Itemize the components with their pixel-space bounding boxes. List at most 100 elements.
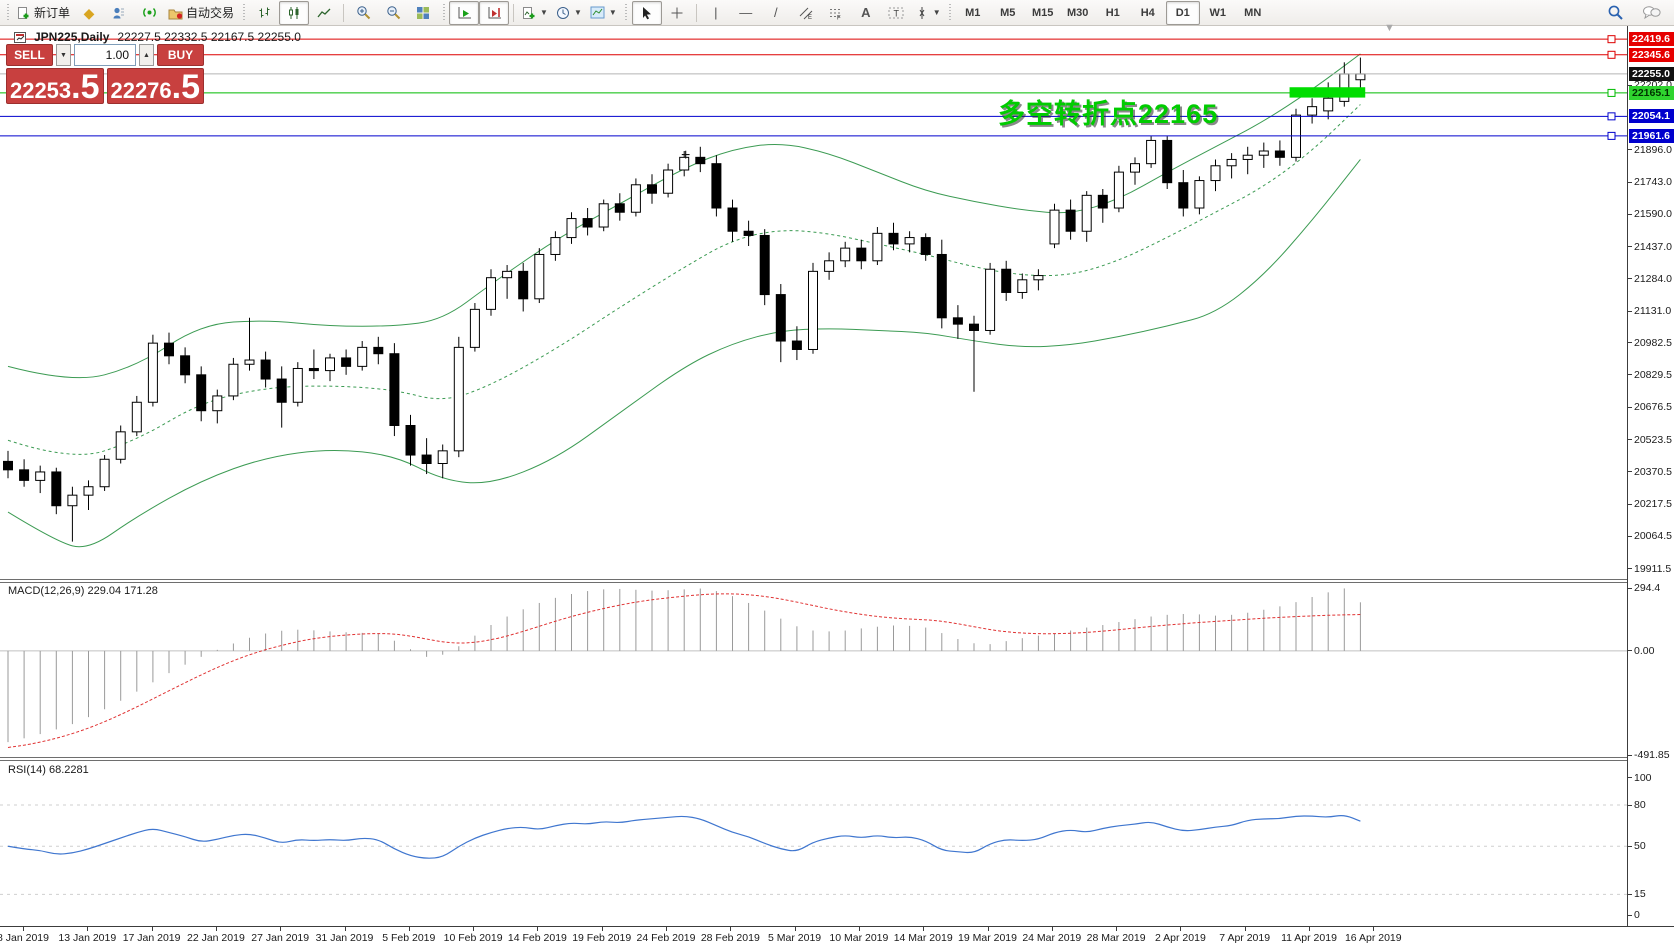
date-label: 27 Jan 2019 (251, 932, 310, 944)
toolbar-grip[interactable] (623, 3, 629, 22)
shapes-caret-icon: ▼ (932, 8, 941, 17)
volume-decrease-button[interactable]: ▼ (56, 44, 71, 66)
cursor-tool-button[interactable] (631, 0, 662, 25)
price-tick-mark (1628, 342, 1632, 344)
auto-trading-button[interactable]: 自动交易 (164, 1, 238, 25)
svg-text:F: F (837, 15, 841, 20)
triangle-down-marker[interactable]: ▼ (1384, 22, 1395, 34)
main-chart-pane[interactable] (0, 26, 1627, 579)
new-order-button[interactable]: 新订单 (13, 1, 74, 25)
search-button[interactable] (1600, 1, 1630, 25)
price-tick-label: 20676.5 (1634, 401, 1672, 414)
data-window-icon (112, 6, 126, 20)
price-tick-label: 21131.0 (1634, 305, 1672, 318)
sell-button[interactable]: SELL (6, 44, 53, 66)
timeframe-button-m30[interactable]: M30 (1067, 6, 1089, 19)
line-chart-button[interactable] (309, 1, 339, 25)
indicators-button[interactable]: ▼ (518, 1, 552, 25)
sell-price-button[interactable]: 22253 .5 (6, 68, 104, 104)
auto-scroll-icon (457, 6, 472, 20)
toolbar-grip[interactable] (441, 3, 447, 22)
buy-button[interactable]: BUY (157, 44, 204, 66)
bar-chart-button[interactable] (249, 1, 279, 25)
date-label: 11 Apr 2019 (1281, 932, 1337, 944)
timeframe-button-m5[interactable]: M5 (1000, 6, 1016, 19)
time-axis[interactable]: 8 Jan 2019 13 Jan 2019 17 Jan 2019 22 Jan 2… (0, 926, 1674, 947)
vertical-line-tool-button[interactable]: | (701, 1, 731, 25)
timeframe-button-w1[interactable]: W1 (1209, 6, 1226, 19)
macd-axis-label: 294.4 (1634, 582, 1661, 595)
volume-increase-button[interactable]: ▲ (139, 44, 154, 66)
timeframe-button-m1[interactable]: M1 (965, 6, 981, 19)
text-tool-button[interactable]: A (851, 1, 881, 25)
price-level-badge: 22255.0 (1629, 66, 1674, 81)
timeframe-button-m15[interactable]: M15 (1032, 6, 1054, 19)
timeframe-button-h4[interactable]: H4 (1140, 6, 1155, 19)
periods-button[interactable]: ▼ (552, 1, 586, 25)
timeframe-button-d1[interactable]: D1 (1165, 0, 1200, 25)
chart-ohlc-values: 22227.5 22332.5 22167.5 22255.0 (117, 30, 301, 44)
auto-scroll-button[interactable] (449, 0, 480, 25)
date-tick-mark (1180, 927, 1182, 931)
price-tick-label: 21284.0 (1634, 272, 1672, 285)
channel-icon: E (799, 6, 813, 20)
pane-separator[interactable] (0, 757, 1674, 761)
date-label: 13 Jan 2019 (58, 932, 117, 944)
price-tick-mark (1628, 374, 1632, 376)
shapes-tool-button[interactable]: ▼ (911, 1, 945, 25)
chat-button[interactable] (1636, 1, 1666, 25)
trendline-tool-button[interactable]: / (761, 1, 791, 25)
buy-price-frac: .5 (171, 68, 201, 107)
macd-pane[interactable] (0, 583, 1627, 757)
signal-button[interactable] (134, 1, 164, 25)
timeframe-button-h1[interactable]: H1 (1105, 6, 1120, 19)
date-label: 10 Mar 2019 (829, 932, 889, 944)
date-tick-mark (23, 927, 24, 931)
date-label: 17 Jan 2019 (122, 932, 181, 944)
toolbar-grip[interactable] (5, 3, 10, 22)
date-tick-mark (858, 927, 860, 931)
date-label: 16 Apr 2019 (1344, 932, 1402, 944)
templates-caret-icon: ▼ (608, 8, 617, 17)
timeframe-button-mn[interactable]: MN (1244, 6, 1262, 19)
zoom-in-icon (356, 5, 371, 20)
price-axis[interactable]: 22202.021896.021743.021590.021437.021284… (1627, 26, 1674, 927)
date-tick-mark (151, 927, 153, 931)
fibonacci-tool-button[interactable]: F (821, 1, 851, 25)
data-window-button[interactable] (104, 1, 134, 25)
macd-tick-mark (1628, 587, 1632, 589)
profiles-button[interactable]: ◆ (74, 1, 104, 25)
one-click-trading-panel: SELL ▼ 1.00 ▲ BUY 22253 .5 22276 .5 (6, 44, 204, 104)
crosshair-tool-button[interactable] (662, 1, 692, 25)
rsi-pane[interactable] (0, 761, 1627, 926)
toolbar-grip[interactable] (947, 3, 953, 22)
zoom-out-button[interactable] (378, 1, 408, 25)
plus-marker[interactable]: + (681, 147, 691, 164)
zoom-in-button[interactable] (348, 1, 378, 25)
channel-tool-button[interactable]: E (791, 1, 821, 25)
date-label: 5 Mar 2019 (768, 932, 822, 944)
rsi-indicator-label: RSI(14) 68.2281 (8, 764, 89, 776)
tile-windows-button[interactable] (408, 1, 438, 25)
volume-input[interactable]: 1.00 (74, 44, 136, 66)
macd-indicator-label: MACD(12,26,9) 229.04 171.28 (8, 585, 158, 597)
toolbar-grip[interactable] (241, 3, 247, 22)
chart-annotation-text[interactable]: 多空转折点22165 (998, 99, 1219, 129)
pane-separator[interactable] (0, 579, 1674, 583)
price-level-badge: 22165.1 (1629, 85, 1674, 100)
profiles-icon: ◆ (83, 4, 95, 21)
rsi-axis-label: 0 (1634, 909, 1640, 921)
price-tick-label: 20982.5 (1634, 336, 1672, 349)
horizontal-line-tool-button[interactable]: — (731, 1, 761, 25)
date-tick-mark (730, 927, 732, 931)
search-icon (1607, 4, 1624, 21)
date-tick-mark (280, 927, 282, 931)
price-tick-mark (1628, 246, 1632, 248)
candlestick-chart-button[interactable] (279, 0, 310, 25)
templates-button[interactable]: ▼ (586, 1, 621, 25)
date-label: 19 Feb 2019 (572, 932, 632, 944)
arrows-icon (915, 6, 929, 20)
chart-shift-button[interactable] (479, 0, 510, 25)
label-tool-button[interactable]: T (881, 1, 911, 25)
buy-price-button[interactable]: 22276 .5 (106, 68, 204, 107)
